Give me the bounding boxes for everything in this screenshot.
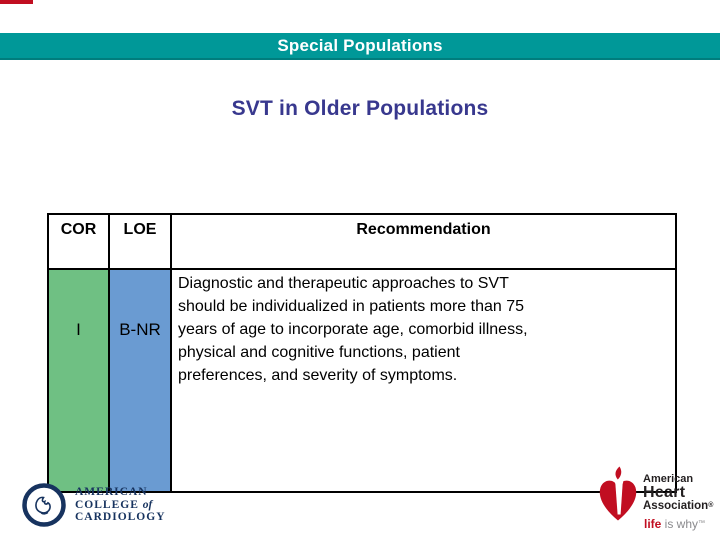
- cor-value-cell: I: [47, 268, 110, 493]
- acc-logo: AMERICAN COLLEGE of CARDIOLOGY: [22, 483, 166, 527]
- red-accent-mark: [0, 0, 33, 4]
- col-header-cor: COR: [47, 213, 110, 270]
- aha-logo: American Heart Association® life is why™: [596, 464, 720, 534]
- acc-word-american: AMERICAN: [75, 486, 148, 499]
- aha-heart-torch-icon: [599, 466, 637, 521]
- recommendation-line: preferences, and severity of symptoms.: [178, 367, 458, 384]
- loe-value-cell: B-NR: [108, 268, 172, 493]
- recommendation-line: years of age to incorporate age, comorbi…: [178, 321, 528, 338]
- tagline-is-why: is why: [661, 517, 699, 531]
- col-header-recommendation: Recommendation: [170, 213, 677, 270]
- aha-logo-text: American Heart Association®: [643, 473, 714, 513]
- recommendation-line: should be individualized in patients mor…: [178, 298, 525, 315]
- table-row: I B-NR Diagnostic and therapeutic approa…: [47, 268, 677, 493]
- table-header-row: COR LOE Recommendation: [47, 213, 677, 270]
- acc-word-cardiology: CARDIOLOGY: [75, 511, 166, 524]
- acc-emblem-icon: [22, 483, 66, 527]
- registered-mark: ®: [708, 502, 714, 509]
- trademark-mark: ™: [698, 520, 706, 527]
- acc-word-college: COLLEGE: [75, 498, 139, 511]
- aha-word-heart: Heart: [643, 484, 686, 501]
- slide-header-bar: Special Populations: [0, 33, 720, 60]
- col-header-loe: LOE: [108, 213, 172, 270]
- recommendation-line: Diagnostic and therapeutic approaches to…: [178, 275, 509, 292]
- recommendation-cell: Diagnostic and therapeutic approaches to…: [170, 268, 677, 493]
- acc-word-of: of: [142, 498, 153, 511]
- aha-tagline: life is why™: [644, 518, 705, 530]
- aha-word-american: American: [643, 473, 694, 485]
- recommendation-table: COR LOE Recommendation I B-NR Diagnostic…: [47, 213, 677, 493]
- slide-subtitle: SVT in Older Populations: [231, 97, 489, 120]
- tagline-life: life: [644, 517, 662, 531]
- header-title: Special Populations: [277, 35, 443, 55]
- acc-logo-text: AMERICAN COLLEGE of CARDIOLOGY: [75, 486, 166, 524]
- aha-word-association: Association: [643, 500, 709, 512]
- recommendation-line: physical and cognitive functions, patien…: [178, 344, 460, 361]
